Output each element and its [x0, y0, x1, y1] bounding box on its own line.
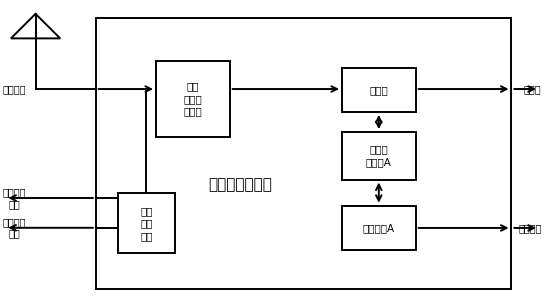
- Bar: [342, 68, 416, 112]
- Text: 射频光转换模块: 射频光转换模块: [209, 177, 272, 192]
- Text: 光路告警: 光路告警: [518, 223, 542, 233]
- Bar: [156, 61, 230, 137]
- Text: 射频短路
告警: 射频短路 告警: [3, 217, 26, 239]
- Bar: [342, 132, 416, 180]
- Text: 馈电
处理
单元: 馈电 处理 单元: [140, 206, 153, 241]
- Text: 射频输入: 射频输入: [3, 84, 26, 94]
- Text: 光输出: 光输出: [524, 84, 542, 94]
- Bar: [96, 18, 511, 289]
- Text: 第一
低噪声
放大器: 第一 低噪声 放大器: [183, 82, 202, 116]
- Text: 光功率
控制器A: 光功率 控制器A: [366, 145, 392, 167]
- Text: 激光器: 激光器: [369, 85, 388, 95]
- Text: 控制单元A: 控制单元A: [363, 223, 395, 233]
- Text: 射频开路
告警: 射频开路 告警: [3, 187, 26, 209]
- Bar: [118, 193, 175, 253]
- Bar: [342, 206, 416, 250]
